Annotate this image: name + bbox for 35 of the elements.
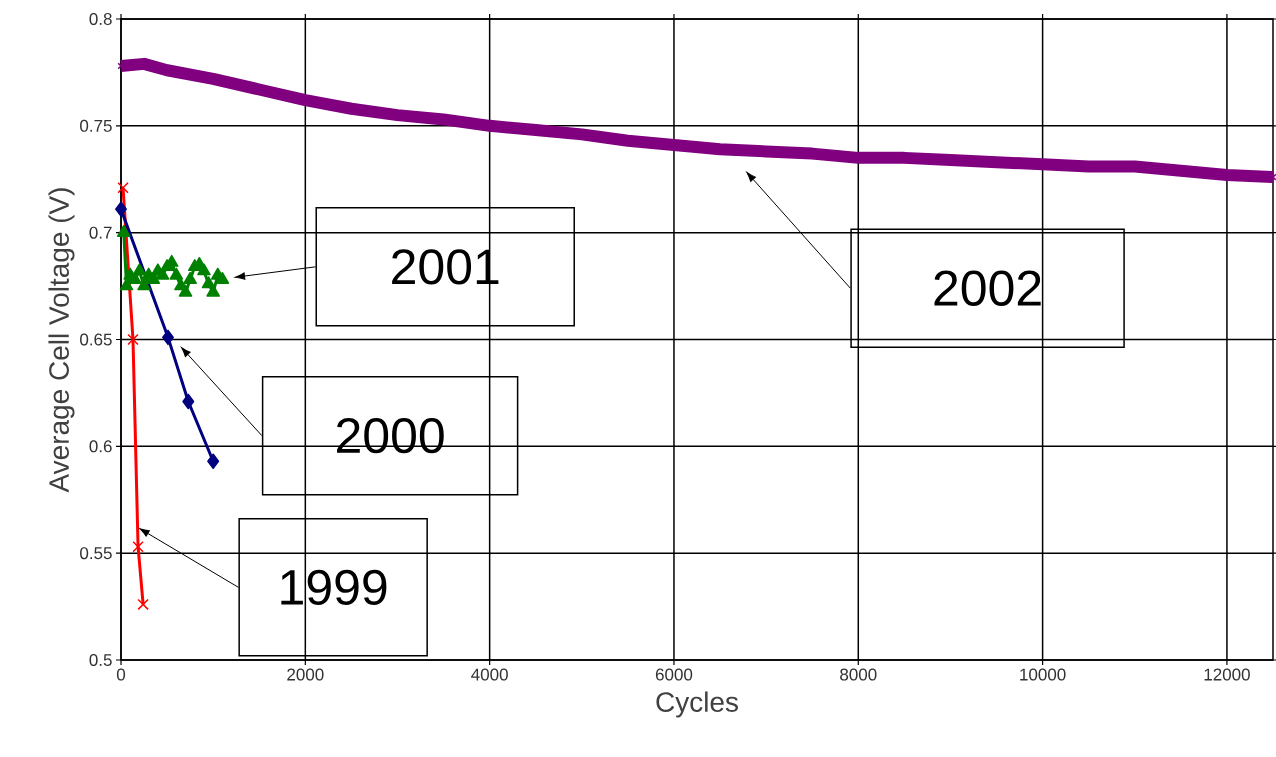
y-tick-label: 0.7 <box>89 226 112 239</box>
x-tick-label: 12000 <box>1204 668 1250 681</box>
x-tick-label: 0 <box>116 668 126 681</box>
point <box>119 278 134 291</box>
y-axis-title: Average Cell Voltage (V) <box>48 188 75 493</box>
point <box>116 224 131 237</box>
point <box>207 453 220 470</box>
x-tick-label: 8000 <box>840 668 877 681</box>
y-tick-label: 0.75 <box>80 119 112 132</box>
y-tick-label: 0.65 <box>80 333 112 346</box>
point <box>215 271 230 284</box>
point <box>178 284 193 297</box>
point <box>183 271 197 284</box>
point <box>206 284 220 297</box>
point <box>137 598 149 611</box>
y-tick-label: 0.5 <box>89 653 112 667</box>
x-axis-title: Cycles <box>656 691 738 718</box>
annotation: 2002 <box>934 270 1041 306</box>
x-tick-label: 10000 <box>1020 668 1066 681</box>
point <box>182 393 195 410</box>
y-tick-label: 0.6 <box>89 440 112 453</box>
point <box>132 263 147 276</box>
annotation: 2000 <box>337 417 444 454</box>
point <box>132 541 144 553</box>
y-tick-label: 0.8 <box>89 12 112 26</box>
x-tick-label: 4000 <box>471 668 508 681</box>
point <box>137 278 151 291</box>
point <box>197 263 211 276</box>
y-tick-label: 0.55 <box>80 547 112 560</box>
x-tick-label: 6000 <box>655 668 693 681</box>
point <box>127 333 139 346</box>
x-tick-label: 2000 <box>287 668 324 681</box>
point <box>115 201 128 217</box>
point <box>162 329 175 346</box>
point <box>169 267 184 280</box>
